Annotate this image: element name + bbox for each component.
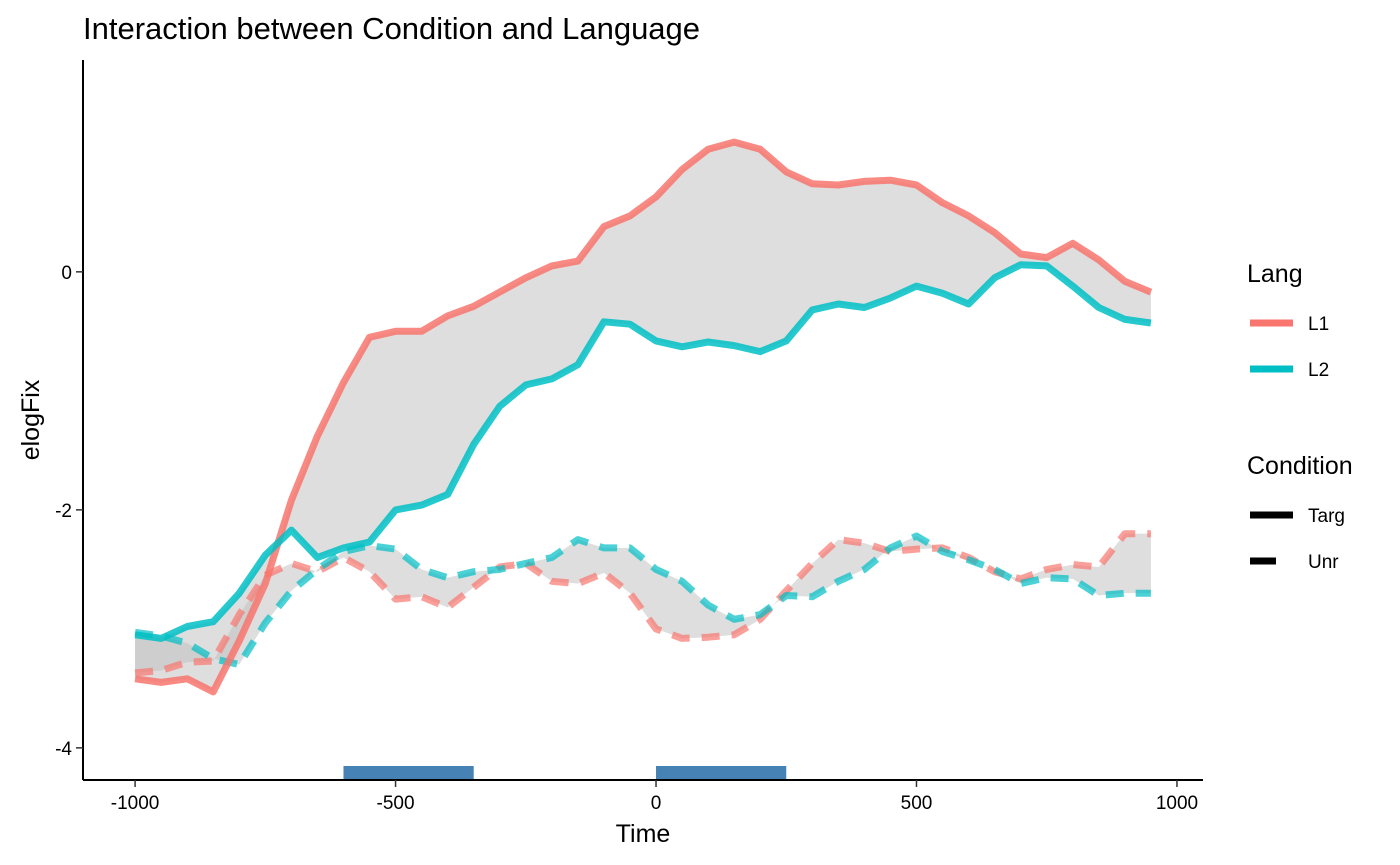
x-tick-label: -1000 — [111, 793, 160, 814]
x-tick-label: 500 — [901, 793, 933, 814]
legend-label-unr: Unr — [1308, 552, 1339, 573]
legend-label-l1: L1 — [1308, 314, 1329, 335]
x-axis-title: Time — [616, 820, 671, 848]
legend: Lang L1 L2 Condition Targ Unr — [1247, 260, 1353, 573]
line-l2-targ — [134, 261, 1152, 642]
x-tick-label: 0 — [651, 793, 662, 814]
line-l1-targ — [134, 138, 1153, 696]
plot-area — [134, 138, 1153, 780]
significance-bar-1 — [343, 766, 474, 780]
y-tick-label: -2 — [55, 501, 72, 522]
significance-bar-2 — [656, 766, 787, 780]
chart-title: Interaction between Condition and Langua… — [83, 11, 700, 46]
x-tick-label: -500 — [377, 793, 415, 814]
legend-label-l2: L2 — [1308, 360, 1329, 381]
axes: -1000 -500 0 500 1000 -4 -2 0 — [55, 60, 1203, 814]
y-axis-title: elogFix — [17, 379, 45, 460]
ribbon-unr — [135, 533, 1151, 673]
legend-label-targ: Targ — [1308, 506, 1345, 527]
legend-title-condition: Condition — [1247, 452, 1353, 480]
x-tick-label: 1000 — [1156, 793, 1198, 814]
ribbon-targ — [135, 142, 1151, 692]
legend-title-lang: Lang — [1247, 260, 1303, 288]
y-tick-label: -4 — [55, 739, 72, 760]
line-l2-unr — [134, 532, 1151, 669]
y-tick-label: 0 — [61, 263, 72, 284]
line-l1-unr — [134, 530, 1151, 677]
